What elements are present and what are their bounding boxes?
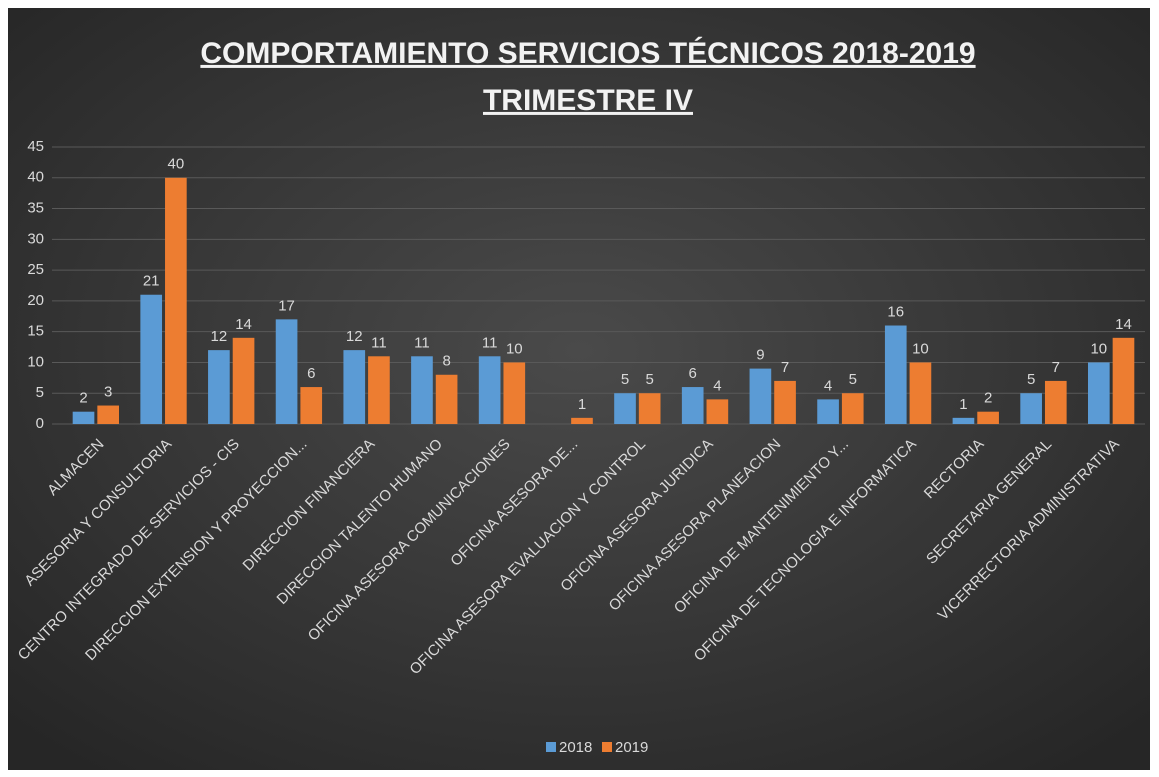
data-label: 17 <box>278 297 295 314</box>
bar <box>72 411 95 424</box>
y-tick-label: 35 <box>27 200 44 217</box>
data-label: 4 <box>824 377 832 394</box>
bar <box>435 374 458 424</box>
legend-label: 2018 <box>559 739 592 756</box>
data-label: 40 <box>168 156 185 173</box>
data-label: 11 <box>414 334 430 351</box>
data-label: 2 <box>984 390 992 407</box>
bar <box>368 356 390 424</box>
data-label: 5 <box>646 371 654 388</box>
bar <box>774 380 796 424</box>
data-label: 11 <box>482 334 498 351</box>
data-label: 10 <box>506 340 523 357</box>
bar <box>1020 393 1042 424</box>
bar <box>411 356 433 424</box>
legend-swatch <box>602 742 612 752</box>
bar <box>706 399 729 424</box>
bar <box>749 368 772 424</box>
data-label: 1 <box>959 396 967 413</box>
data-label: 16 <box>887 303 904 320</box>
data-label: 21 <box>143 273 160 290</box>
y-tick-label: 20 <box>27 292 44 309</box>
data-label: 9 <box>756 347 764 364</box>
data-label: 6 <box>307 365 315 382</box>
bar <box>884 325 907 424</box>
data-label: 5 <box>621 371 629 388</box>
bar <box>503 362 526 424</box>
bar <box>638 393 661 424</box>
data-label: 12 <box>346 328 363 345</box>
y-tick-label: 0 <box>36 415 44 432</box>
data-label: 10 <box>912 340 929 357</box>
legend-label: 2019 <box>615 739 648 756</box>
data-label: 5 <box>849 371 857 388</box>
y-tick-label: 45 <box>27 138 44 155</box>
y-tick-label: 15 <box>27 323 44 340</box>
data-label: 1 <box>578 396 586 413</box>
data-label: 4 <box>713 377 721 394</box>
bar <box>208 350 230 424</box>
data-label: 14 <box>235 316 252 333</box>
y-tick-label: 30 <box>27 230 44 247</box>
data-label: 2 <box>79 390 87 407</box>
y-tick-label: 40 <box>27 169 44 186</box>
data-label: 6 <box>689 365 697 382</box>
data-label: 8 <box>442 353 450 370</box>
y-tick-label: 25 <box>27 261 44 278</box>
bar <box>1087 362 1110 424</box>
data-label: 11 <box>371 334 387 351</box>
data-label: 5 <box>1027 371 1035 388</box>
bar <box>614 393 636 424</box>
data-label: 12 <box>211 328 228 345</box>
bar <box>1112 337 1135 424</box>
legend-swatch <box>546 742 556 752</box>
bar <box>275 319 298 424</box>
bar <box>140 294 163 424</box>
chart-background <box>8 8 1150 770</box>
y-tick-label: 10 <box>27 353 44 370</box>
bar <box>841 393 864 424</box>
data-label: 14 <box>1115 316 1132 333</box>
bar <box>977 411 999 424</box>
bar <box>232 337 255 424</box>
bar <box>909 362 932 424</box>
data-label: 7 <box>1052 359 1060 376</box>
chart-subtitle: TRIMESTRE IV <box>483 84 693 117</box>
data-label: 7 <box>781 359 789 376</box>
bar <box>300 387 323 424</box>
bar <box>571 417 593 424</box>
data-label: 3 <box>104 384 112 401</box>
chart-title: COMPORTAMIENTO SERVICIOS TÉCNICOS 2018-2… <box>200 36 975 70</box>
bar <box>165 177 187 424</box>
y-tick-label: 5 <box>36 384 44 401</box>
bar <box>1044 380 1067 424</box>
bar <box>478 356 501 424</box>
bar <box>952 417 975 424</box>
bar <box>817 399 839 424</box>
data-label: 10 <box>1090 340 1107 357</box>
bar <box>343 350 366 424</box>
bar <box>681 387 704 424</box>
bar <box>97 405 120 424</box>
